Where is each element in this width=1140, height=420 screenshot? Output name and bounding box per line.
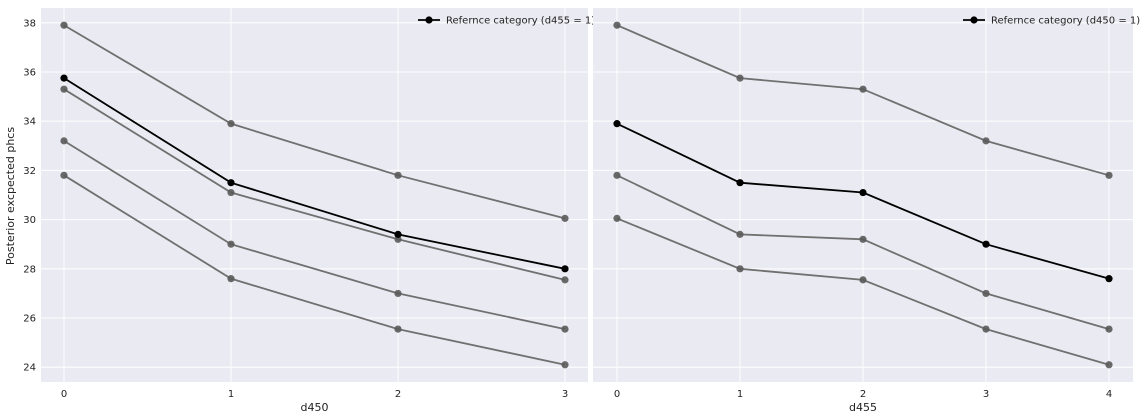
series-point [1105,325,1113,333]
x-tick-label: 1 [737,389,743,400]
series-line [63,140,566,330]
legend-label: Refernce category (d455 = 1) [446,16,595,27]
series-point [982,289,990,298]
x-tick-label: 4 [1106,389,1112,400]
series-point [613,214,621,222]
y-tick-label: 30 [23,215,36,226]
series-point [561,214,569,222]
x-tick-label: 2 [860,389,866,400]
series-point [227,240,235,248]
reference-series-point [613,120,621,128]
x-tick-label: 1 [228,389,234,400]
x-tick-label: 3 [562,389,568,400]
series-point [394,171,402,179]
y-tick-label: 34 [23,117,36,128]
series-point [561,325,569,333]
right-panel: 0 1 2 3 4 d455 Refernce category (d450 = 1) [593,8,1140,414]
series-point [859,276,867,284]
y-tick-label: 36 [23,67,36,78]
y-tick-label: 28 [23,264,36,275]
series-point [1105,171,1113,179]
series-point [561,361,569,369]
series-point [736,265,744,273]
y-tick-label: 32 [23,166,36,177]
reference-series-point [982,240,990,248]
series-point [859,85,867,93]
x-tick-label: 3 [983,389,989,400]
reference-series-point [394,230,402,238]
series-line [63,24,566,220]
x-tick-label: 0 [61,389,67,400]
reference-series-point [227,179,235,187]
series-point [613,21,621,29]
x-axis-label: d455 [849,401,877,414]
y-tick-label: 26 [23,314,36,325]
series-point [60,85,68,93]
series-line [63,88,566,281]
series-point [982,137,990,145]
y-tick-label: 38 [23,18,36,29]
series-point [394,325,402,333]
legend-marker [425,16,433,24]
series-line [63,174,566,366]
reference-series-point [859,188,867,197]
reference-series-point [736,179,744,187]
legend-label: Refernce category (d450 = 1) [991,16,1140,27]
series-point [60,21,68,29]
series-point [736,74,744,82]
reference-series-point [60,74,68,82]
series-point [561,276,569,284]
x-tick-label: 2 [395,389,401,400]
series-point [736,230,744,238]
series-point [227,120,235,128]
x-axis-label: d450 [301,401,329,414]
series-point [227,188,235,197]
plot-background [41,8,588,382]
reference-series-point [561,265,569,273]
series-point [394,289,402,298]
reference-series-point [1105,275,1113,283]
y-axis-label: Posterior excpected phcs [4,127,17,265]
reference-series-line [63,77,566,270]
series-point [227,275,235,283]
series-point [1105,361,1113,369]
x-tick-label: 0 [614,389,620,400]
series-point [60,137,68,145]
legend-marker [970,16,978,24]
series-point [394,235,402,243]
y-tick-label: 24 [23,363,36,374]
series-point [859,235,867,243]
series-point [982,325,990,333]
series-point [613,171,621,179]
series-point [60,171,68,179]
left-panel: 24 26 28 30 32 34 36 38 0 1 2 3 d450 Refernce categor… [23,8,595,414]
